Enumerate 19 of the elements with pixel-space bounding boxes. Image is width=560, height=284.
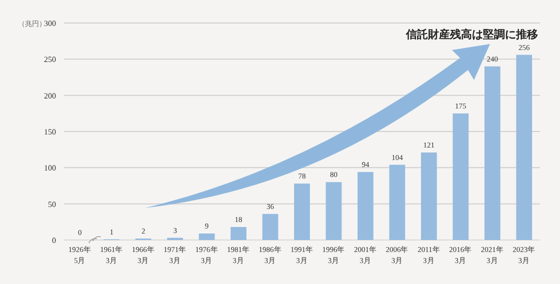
y-tick-label: 250: [44, 55, 56, 64]
bar: [484, 66, 500, 240]
bar: [294, 184, 310, 240]
bar: [389, 164, 406, 240]
y-tick-label: 100: [44, 164, 56, 173]
bar: [516, 54, 532, 240]
bar: [230, 226, 246, 240]
bar: [452, 113, 469, 240]
y-tick-label: 150: [44, 128, 56, 136]
annotation: 信託財産残高は堅調に推移: [405, 28, 538, 41]
bar: [358, 172, 374, 240]
y-tick-label: 300: [44, 19, 56, 28]
y-tick-label: 50: [48, 200, 56, 209]
y-tick-label: 200: [44, 91, 56, 100]
bar: [198, 233, 215, 240]
bar: [326, 182, 342, 240]
y-tick-label: 0: [52, 236, 56, 245]
bar: [262, 214, 278, 240]
bar: [421, 152, 437, 240]
